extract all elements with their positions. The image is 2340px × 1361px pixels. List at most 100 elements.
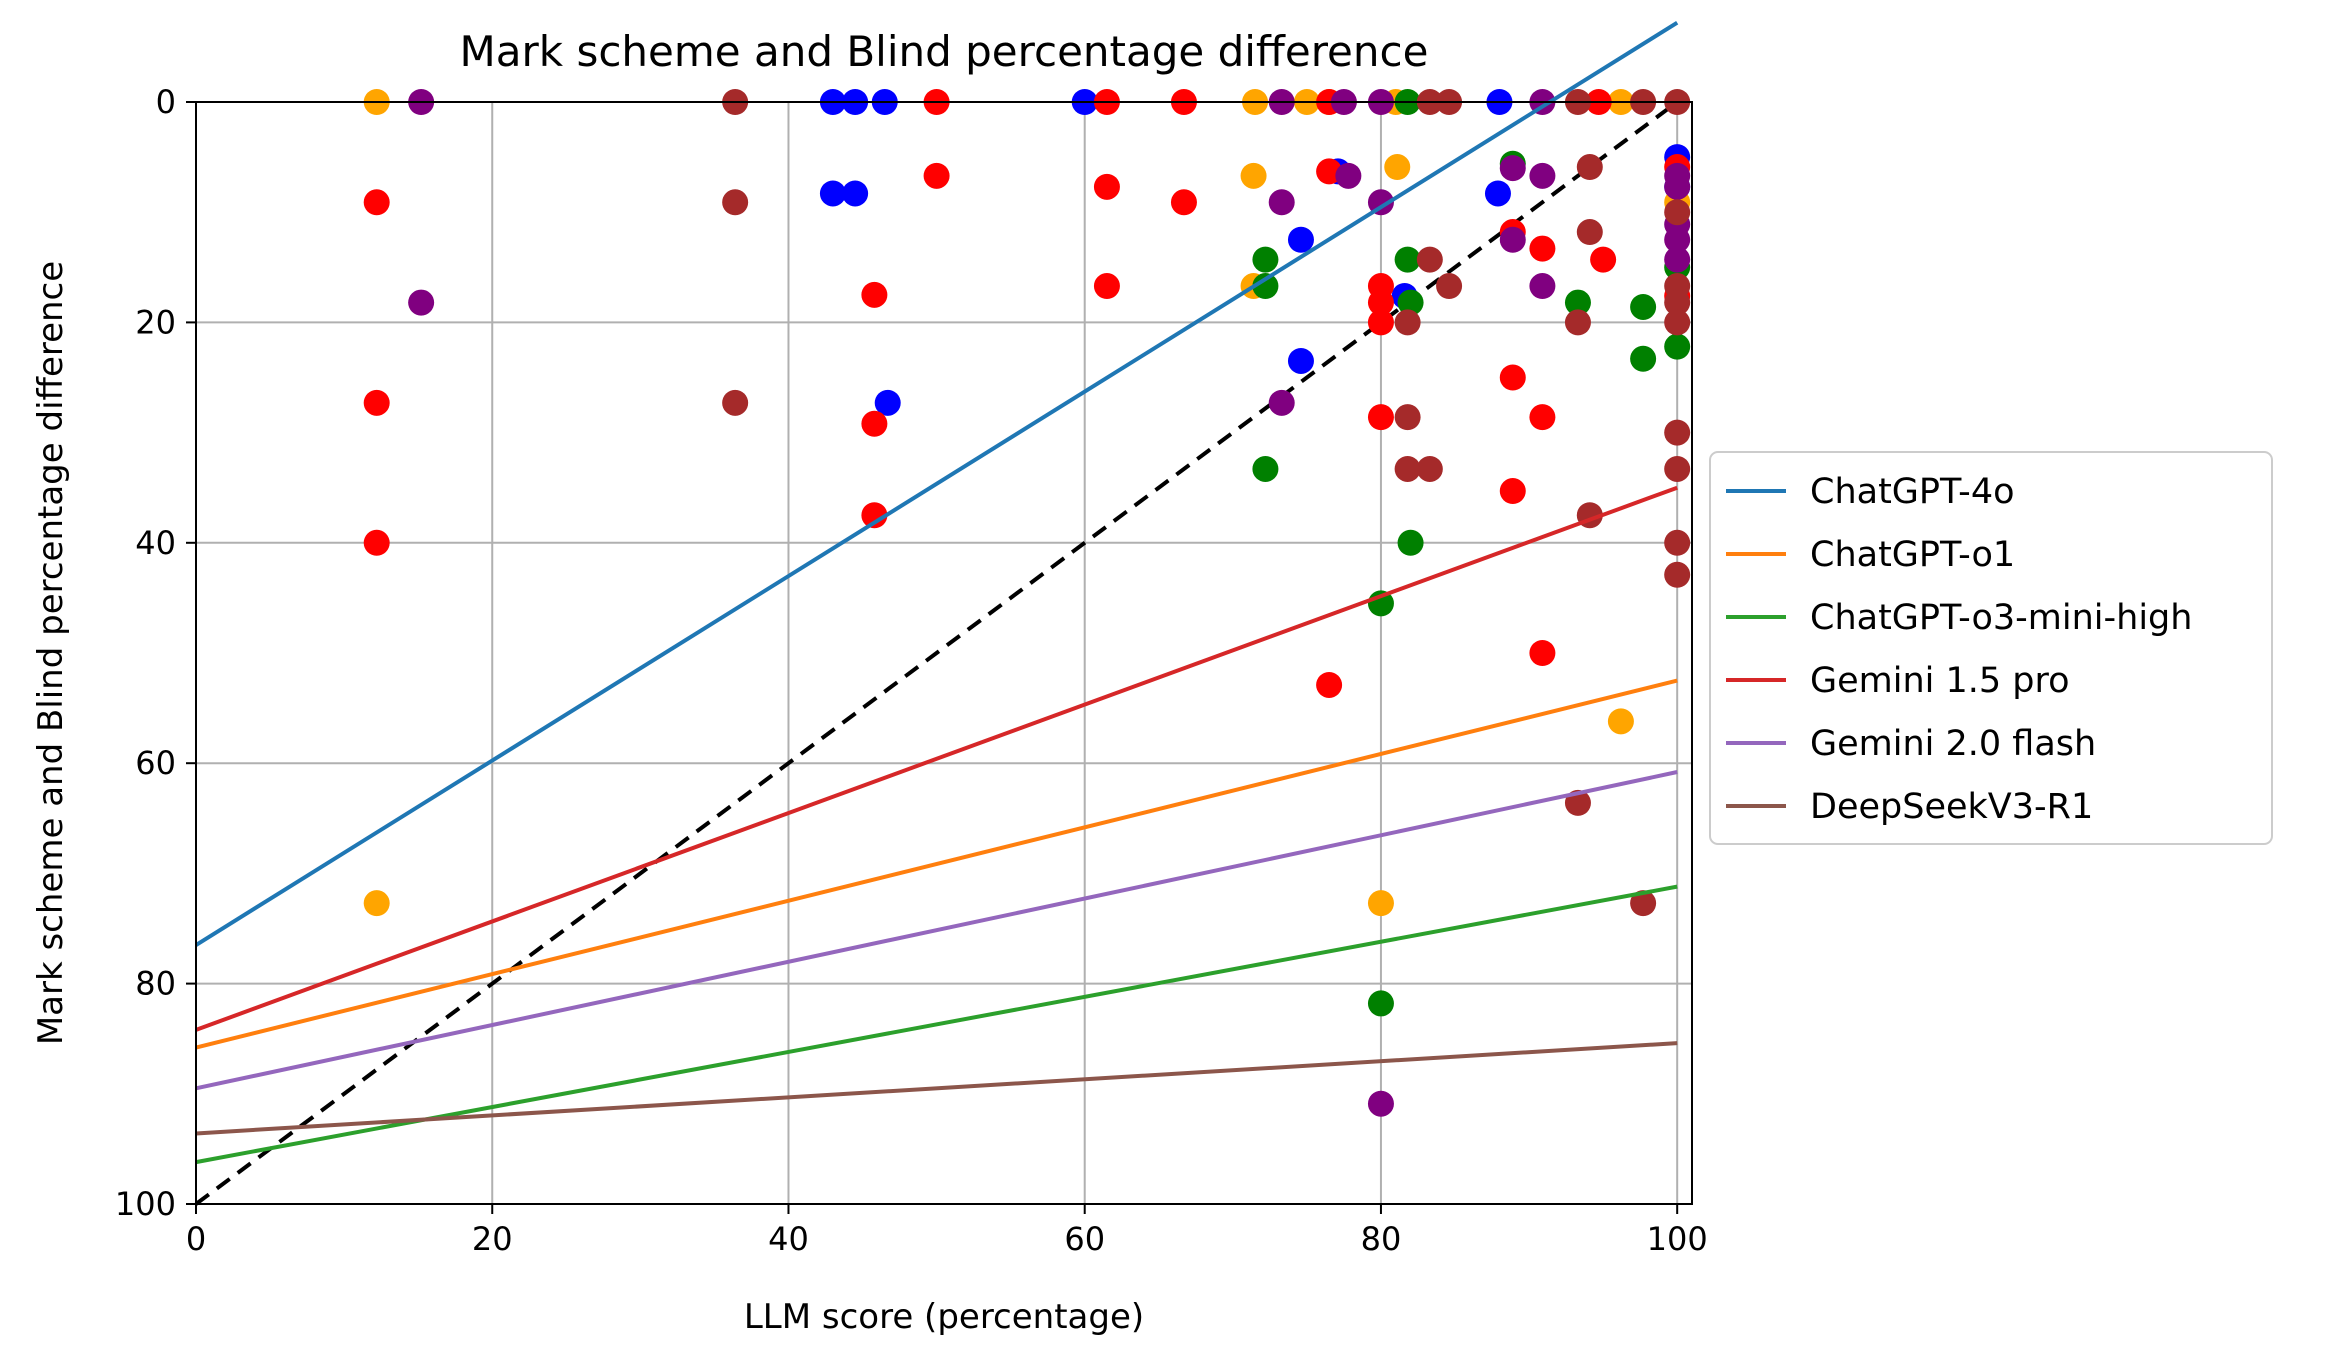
fit-line-gemini-1-5-pro <box>195 485 1678 1032</box>
axis-ticks: 0 20 40 60 80 100 0 20 40 60 80 100 <box>115 83 1708 1258</box>
fit-line-deepseekv3-r1 <box>195 1041 1678 1136</box>
point-chatgpt-4o <box>1287 226 1314 253</box>
point-deepseekv3-r1 <box>1576 154 1603 181</box>
point-gemini-2-0-flash <box>1367 189 1394 216</box>
point-gemini-1-5-pro <box>1499 364 1526 391</box>
point-gemini-2-0-flash <box>1529 162 1556 189</box>
legend-label-chatgpt-o3-mini-high: ChatGPT-o3-mini-high <box>1810 598 2192 638</box>
point-gemini-1-5-pro <box>1529 235 1556 262</box>
point-gemini-1-5-pro <box>363 189 390 216</box>
point-gemini-2-0-flash <box>1664 226 1691 253</box>
point-chatgpt-o3-mini-high <box>1664 333 1691 360</box>
point-chatgpt-o3-mini-high <box>1630 293 1657 320</box>
plot-frame <box>195 101 1693 1205</box>
x-tick-label: 60 <box>1064 1220 1105 1258</box>
reference-diagonal-line <box>194 100 1679 1206</box>
point-gemini-1-5-pro <box>1367 309 1394 336</box>
point-chatgpt-o1 <box>1240 162 1267 189</box>
chart-title: Mark scheme and Blind percentage differe… <box>460 27 1429 76</box>
point-deepseekv3-r1 <box>722 389 749 416</box>
point-gemini-1-5-pro <box>1529 404 1556 431</box>
point-gemini-2-0-flash <box>1268 389 1295 416</box>
legend-label-chatgpt-4o: ChatGPT-4o <box>1810 472 2015 512</box>
point-gemini-1-5-pro <box>363 389 390 416</box>
point-gemini-1-5-pro <box>363 529 390 556</box>
point-chatgpt-o1 <box>1367 890 1394 917</box>
x-tick-label: 40 <box>768 1220 809 1258</box>
y-tick-label: 100 <box>115 1185 176 1223</box>
point-deepseekv3-r1 <box>1394 309 1421 336</box>
point-gemini-2-0-flash <box>1335 162 1362 189</box>
point-gemini-2-0-flash <box>1664 173 1691 200</box>
y-tick-label: 60 <box>135 744 176 782</box>
point-gemini-1-5-pro <box>1499 478 1526 505</box>
point-gemini-1-5-pro <box>1316 671 1343 698</box>
point-gemini-1-5-pro <box>1590 246 1617 273</box>
point-chatgpt-o1 <box>1607 708 1634 735</box>
point-gemini-1-5-pro <box>861 410 888 437</box>
point-deepseekv3-r1 <box>1416 246 1443 273</box>
point-gemini-2-0-flash <box>1529 273 1556 300</box>
y-tick-label: 20 <box>135 303 176 341</box>
point-chatgpt-o1 <box>363 890 390 917</box>
point-chatgpt-4o <box>819 180 846 207</box>
point-gemini-2-0-flash <box>1499 155 1526 182</box>
point-gemini-1-5-pro <box>1367 289 1394 316</box>
point-chatgpt-o3-mini-high <box>1394 246 1421 273</box>
point-deepseekv3-r1 <box>1394 404 1421 431</box>
fit-line-gemini-2-0-flash <box>195 770 1678 1091</box>
legend-label-gemini-2-0-flash: Gemini 2.0 flash <box>1810 724 2096 764</box>
point-deepseekv3-r1 <box>1394 455 1421 482</box>
point-chatgpt-4o <box>1287 347 1314 374</box>
point-deepseekv3-r1 <box>1664 455 1691 482</box>
point-gemini-1-5-pro <box>1093 273 1120 300</box>
legend-label-chatgpt-o1: ChatGPT-o1 <box>1810 535 2015 575</box>
point-deepseekv3-r1 <box>1436 273 1463 300</box>
grid-lines <box>195 101 1692 1205</box>
point-deepseekv3-r1 <box>1576 219 1603 246</box>
point-gemini-1-5-pro <box>861 281 888 308</box>
point-chatgpt-o3-mini-high <box>1397 529 1424 556</box>
point-chatgpt-o3-mini-high <box>1367 990 1394 1017</box>
x-tick-label: 80 <box>1361 1220 1402 1258</box>
point-gemini-2-0-flash <box>1499 226 1526 253</box>
point-deepseekv3-r1 <box>1664 199 1691 226</box>
point-chatgpt-4o <box>842 180 869 207</box>
point-chatgpt-o3-mini-high <box>1252 273 1279 300</box>
y-axis-label: Mark scheme and Blind percentage differe… <box>31 261 71 1045</box>
fit-line-chatgpt-o1 <box>195 678 1678 1050</box>
legend-box <box>1709 451 2273 845</box>
point-gemini-2-0-flash <box>1268 189 1295 216</box>
point-deepseekv3-r1 <box>1664 419 1691 446</box>
point-gemini-2-0-flash <box>408 289 435 316</box>
point-deepseekv3-r1 <box>1564 309 1591 336</box>
plot-marks <box>194 20 1691 1206</box>
x-axis-label: LLM score (percentage) <box>744 1297 1144 1337</box>
point-chatgpt-o3-mini-high <box>1630 345 1657 372</box>
point-chatgpt-o3-mini-high <box>1252 455 1279 482</box>
point-chatgpt-o3-mini-high <box>1252 246 1279 273</box>
point-gemini-1-5-pro <box>1093 173 1120 200</box>
x-tick-label: 20 <box>472 1220 513 1258</box>
point-chatgpt-4o <box>874 389 901 416</box>
point-deepseekv3-r1 <box>1630 890 1657 917</box>
point-gemini-2-0-flash <box>1367 1090 1394 1117</box>
point-gemini-1-5-pro <box>1529 640 1556 666</box>
point-deepseekv3-r1 <box>1664 289 1691 316</box>
point-deepseekv3-r1 <box>1664 529 1691 556</box>
point-deepseekv3-r1 <box>1664 561 1691 588</box>
point-gemini-1-5-pro <box>923 162 950 189</box>
legend-label-deepseekv3-r1: DeepSeekV3-R1 <box>1810 787 2093 827</box>
fit-line-chatgpt-o3-mini-high <box>195 884 1678 1165</box>
y-tick-label: 40 <box>135 524 176 562</box>
point-chatgpt-o3-mini-high <box>1397 289 1424 316</box>
fit-line-chatgpt-4o <box>194 20 1679 947</box>
point-gemini-1-5-pro <box>861 502 888 529</box>
point-deepseekv3-r1 <box>1664 309 1691 336</box>
point-chatgpt-o1 <box>1384 154 1411 181</box>
y-tick-label: 80 <box>135 965 176 1003</box>
point-gemini-1-5-pro <box>1367 404 1394 431</box>
point-gemini-2-0-flash <box>1664 246 1691 273</box>
x-tick-label: 100 <box>1647 1220 1708 1258</box>
